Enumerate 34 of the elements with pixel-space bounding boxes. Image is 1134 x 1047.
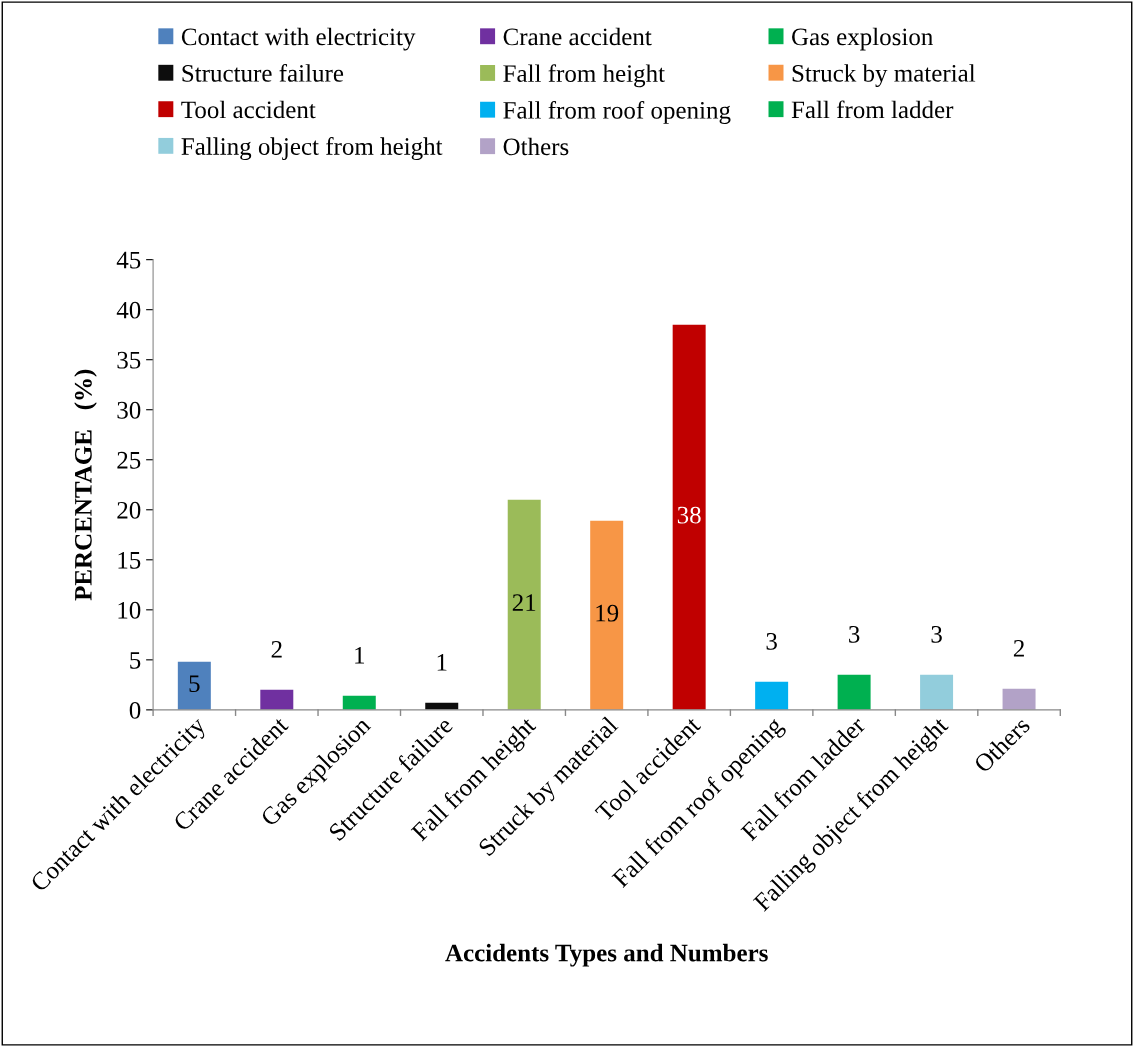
data-label: 2 xyxy=(1013,639,1024,657)
legend-label: Fall from height xyxy=(503,64,665,88)
x-axis-title: Accidents Types and Numbers xyxy=(445,943,768,967)
y-tick-label: 35 xyxy=(117,351,141,369)
data-label: 19 xyxy=(596,604,619,622)
legend-label: Tool accident xyxy=(181,100,316,119)
legend-label: Crane accident xyxy=(503,27,652,46)
legend-label: Others xyxy=(503,137,569,156)
y-axis-title: PERCENTAGE (%) xyxy=(74,369,97,601)
data-label: 5 xyxy=(189,675,200,693)
data-label: 1 xyxy=(437,654,447,671)
y-tick-label: 25 xyxy=(117,451,141,469)
legend-label: Structure failure xyxy=(182,63,344,82)
data-label: 21 xyxy=(512,594,536,611)
legend-label: Fall from roof opening xyxy=(503,100,731,124)
legend-label: Falling object from height xyxy=(181,137,443,161)
y-tick-label: 15 xyxy=(118,551,141,569)
legend-label: Fall from ladder xyxy=(791,100,954,119)
y-tick-label: 0 xyxy=(129,701,141,719)
data-label: 38 xyxy=(677,506,701,524)
y-tick-label: 5 xyxy=(130,652,141,669)
legend-label: Contact with electricity xyxy=(181,27,416,51)
legend-label: Struck by material xyxy=(792,64,976,87)
data-label: 3 xyxy=(931,625,942,643)
y-tick-label: 45 xyxy=(116,251,141,269)
data-label: 2 xyxy=(271,640,282,658)
y-tick-label: 10 xyxy=(118,601,141,619)
data-label: 3 xyxy=(766,632,777,650)
legend-label: Gas explosion xyxy=(792,27,933,51)
data-label: 1 xyxy=(355,647,365,664)
data-label: 3 xyxy=(849,625,860,643)
y-tick-label: 30 xyxy=(117,401,141,419)
y-tick-label: 20 xyxy=(117,501,141,519)
y-tick-label: 40 xyxy=(116,301,141,319)
